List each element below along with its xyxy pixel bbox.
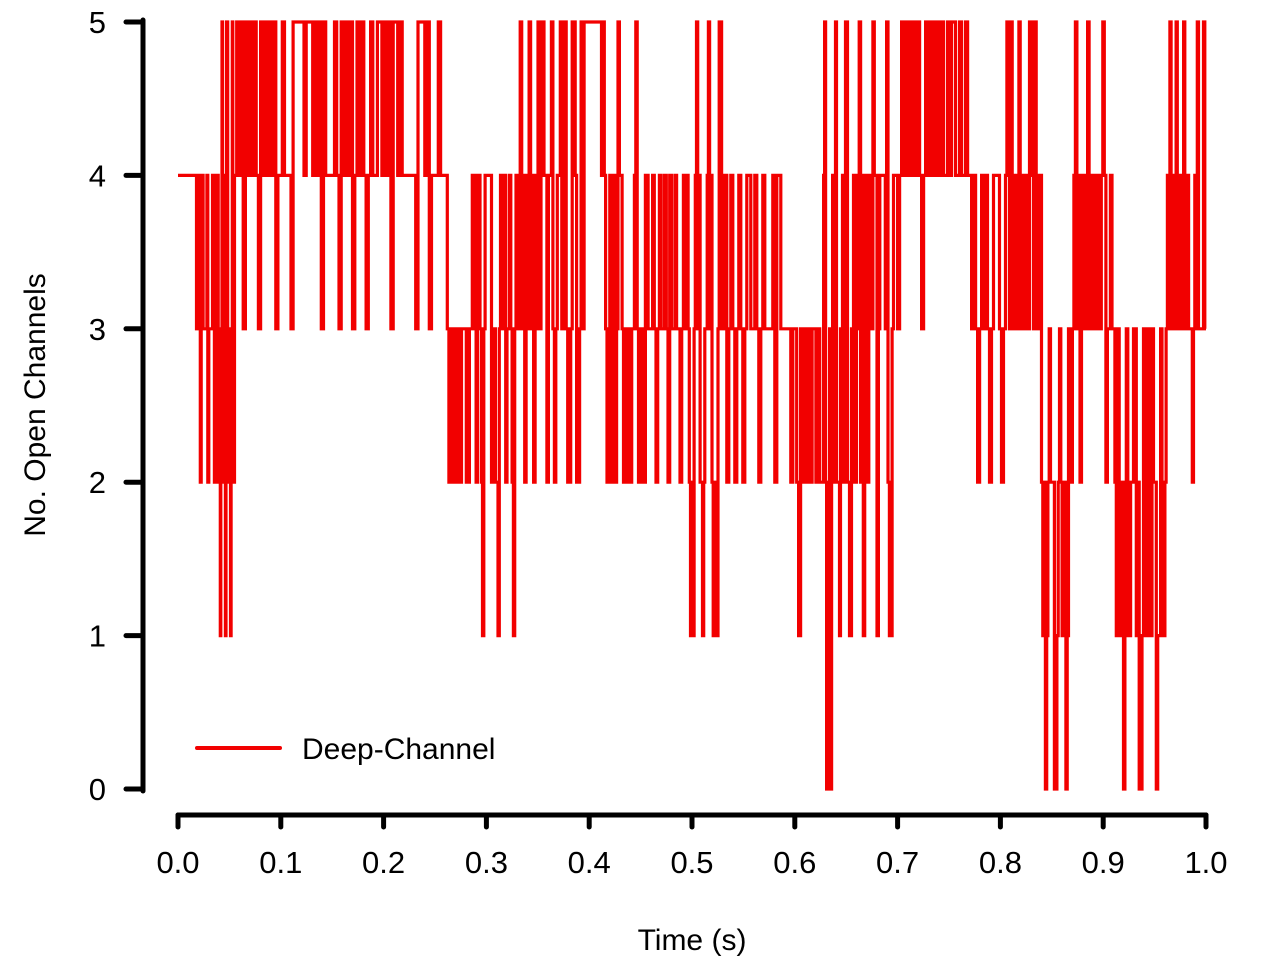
x-tick-label: 0.5: [670, 845, 713, 880]
x-tick-label: 0.1: [259, 845, 302, 880]
y-tick-label: 1: [89, 619, 106, 654]
legend-label: Deep-Channel: [302, 733, 495, 766]
x-axis-title: Time (s): [638, 924, 747, 957]
y-tick-label: 4: [89, 158, 106, 193]
legend: Deep-Channel: [195, 733, 495, 766]
x-axis-ticks: 0.0 0.1 0.2 0.3 0.4 0.5 0.6 0.7 0.8 0.9 1.0: [156, 812, 1228, 880]
deep-channel-trace: [178, 20, 1207, 791]
y-axis-title: No. Open Channels: [19, 273, 52, 537]
y-tick-label: 5: [89, 5, 106, 40]
x-tick-label: 0.7: [876, 845, 919, 880]
y-tick-label: 0: [89, 772, 106, 807]
x-tick-label: 0.9: [1082, 845, 1125, 880]
y-tick-label: 3: [89, 312, 106, 347]
y-axis-ticks: 0 1 2 3 4 5: [89, 5, 146, 807]
y-axis: 0 1 2 3 4 5: [89, 5, 146, 807]
x-tick-label: 0.4: [568, 845, 611, 880]
x-tick-label: 0.8: [979, 845, 1022, 880]
x-tick-label: 0.2: [362, 845, 405, 880]
x-axis: 0.0 0.1 0.2 0.3 0.4 0.5 0.6 0.7 0.8 0.9 1.0: [156, 812, 1228, 880]
y-tick-label: 2: [89, 465, 106, 500]
x-tick-label: 1.0: [1184, 845, 1227, 880]
x-tick-label: 0.6: [773, 845, 816, 880]
x-tick-label: 0.3: [465, 845, 508, 880]
x-tick-label: 0.0: [156, 845, 199, 880]
series-line: [178, 20, 1207, 791]
